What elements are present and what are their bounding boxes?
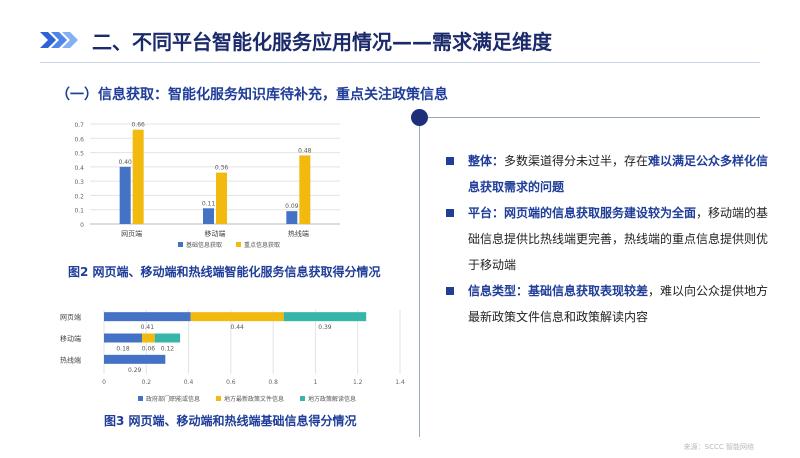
data-label: 0.44: [231, 324, 245, 331]
y-tick-label: 0.7: [74, 122, 84, 129]
chart2-caption: 图3 网页端、移动端和热线端基础信息得分情况: [104, 414, 357, 428]
y-tick-label: 0.6: [74, 136, 84, 143]
legend-label: 地方最新政策文件信息: [224, 395, 284, 403]
bar: [119, 166, 131, 224]
legend-label: 政府部门职能或信息: [146, 395, 200, 403]
bullet-platform: 平台：网页端的信息获取服务建设较为全面，移动端的基础信息提供比热线端更完善，热线…: [446, 200, 776, 278]
legend-swatch: [300, 396, 305, 401]
data-label: 0.09: [285, 203, 299, 210]
bullet-text: ，难以向公众提供地方最新政策文件信息和政策解读内容: [468, 284, 769, 324]
x-tick-label: 0.2: [142, 379, 152, 386]
bullet-square-icon: [446, 209, 454, 217]
data-label: 0.06: [142, 346, 156, 353]
bullet-keyword: 平台：: [468, 206, 505, 220]
chart-info-acquisition: 0 0.1 0.2 0.3 0.4 0.5 0.6 0.7 0.40 0.66 网页端 0.11 0.3…: [74, 122, 340, 249]
bullet-text: 多数渠道得分未过半，存在: [504, 154, 649, 168]
y-tick-label: 网页端: [60, 313, 81, 322]
y-tick-label: 0.4: [74, 165, 84, 172]
legend-label: 地方政策解读信息: [308, 395, 356, 403]
data-label: 0.11: [202, 200, 216, 207]
y-tick-label: 热线端: [60, 355, 81, 364]
bullet-emphasis: 基础信息获取表现较差: [528, 284, 649, 298]
legend-swatch: [178, 242, 183, 247]
x-tick-label: 1: [314, 379, 318, 386]
bar: [203, 208, 214, 224]
title-rule: [40, 62, 760, 63]
data-label: 0.12: [161, 346, 175, 353]
bullet-info-type: 信息类型：基础信息获取表现较差，难以向公众提供地方最新政策文件信息和政策解读内容: [446, 278, 776, 330]
bar-segment: [104, 333, 143, 343]
watermark: 来源：SCCC 智能网络: [683, 443, 754, 451]
chevron-arrows-icon: [40, 32, 78, 48]
bullet-keyword: 信息类型：: [468, 284, 529, 298]
x-tick-label: 移动端: [205, 229, 226, 238]
x-tick-label: 网页端: [121, 229, 142, 238]
bullet-keyword: 整体：: [468, 154, 505, 168]
legend-label: 基础信息获取: [186, 241, 222, 249]
divider-horizontal: [420, 117, 760, 118]
bar-segment: [283, 312, 367, 322]
bullet-text: ，移动端的基础信息提供比热线端更完善，热线端的重点信息提供则优于移动端: [468, 206, 769, 272]
legend-swatch: [138, 396, 143, 401]
bar: [216, 172, 227, 224]
chart1-caption: 图2 网页端、移动端和热线端智能化服务信息获取得分情况: [68, 265, 381, 279]
x-tick-label: 1.4: [395, 379, 405, 386]
x-tick-label: 0.4: [184, 379, 194, 386]
bar: [299, 155, 311, 224]
data-label: 0.66: [131, 122, 145, 129]
data-label: 0.39: [318, 324, 332, 331]
x-tick-label: 0.8: [268, 379, 278, 386]
section-subtitle: （一）信息获取：智能化服务知识库待补充，重点关注政策信息: [56, 87, 448, 103]
bar-segment: [154, 333, 181, 343]
x-tick-label: 1.2: [353, 379, 363, 386]
bar-segment: [142, 333, 155, 343]
x-tick-label: 热线端: [288, 229, 309, 238]
bar-segment: [104, 312, 191, 322]
y-tick-label: 0.2: [74, 193, 84, 200]
bullet-emphasis: 难以满足公众多样化信息获取需求的问题: [468, 154, 769, 194]
divider-vertical: [419, 117, 420, 437]
bar: [286, 211, 298, 224]
legend-swatch: [236, 242, 241, 247]
data-label: 0.41: [141, 324, 155, 331]
y-tick-label: 移动端: [60, 334, 81, 343]
y-tick-label: 0.5: [74, 151, 84, 158]
chart-basic-info: 0 0.2 0.4 0.6 0.8 1 1.2 1.4 网页端 0.41 0.44 0.39 移动端 0.…: [60, 310, 405, 403]
bullet-overall: 整体：多数渠道得分未过半，存在难以满足公众多样化信息获取需求的问题: [446, 148, 776, 200]
bar: [132, 129, 144, 224]
data-label: 0.18: [116, 346, 130, 353]
bar-segment: [104, 354, 166, 364]
y-tick-label: 0: [80, 222, 84, 229]
legend-label: 重点信息获取: [244, 241, 280, 249]
page-title: 二、不同平台智能化服务应用情况——需求满足维度: [92, 30, 552, 54]
y-tick-label: 0.3: [74, 179, 84, 186]
data-label: 0.40: [118, 159, 132, 166]
data-label: 0.48: [298, 147, 312, 154]
bullet-list: 整体：多数渠道得分未过半，存在难以满足公众多样化信息获取需求的问题 平台：网页端…: [446, 148, 776, 330]
y-tick-label: 0.1: [74, 208, 84, 215]
x-tick-label: 0.6: [226, 379, 236, 386]
bar-segment: [190, 312, 284, 322]
x-tick-label: 0: [102, 379, 106, 386]
data-label: 0.29: [128, 367, 142, 374]
bullet-emphasis: 网页端的信息获取服务建设较为全面: [504, 206, 697, 220]
divider-dot: [411, 109, 428, 126]
bullet-square-icon: [446, 287, 454, 295]
data-label: 0.36: [215, 165, 229, 172]
legend-swatch: [216, 396, 221, 401]
bullet-square-icon: [446, 157, 454, 165]
